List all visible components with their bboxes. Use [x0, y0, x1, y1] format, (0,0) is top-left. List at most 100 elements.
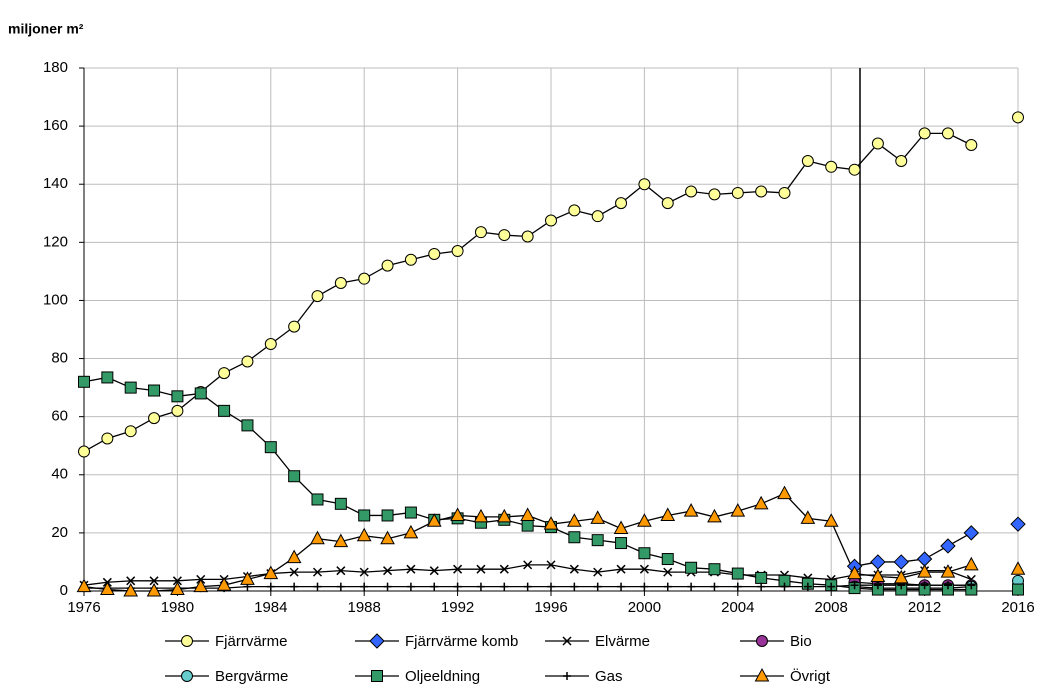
point	[755, 571, 768, 584]
point	[638, 547, 651, 560]
point	[371, 670, 383, 682]
y-tick-label: 0	[60, 582, 68, 599]
point	[593, 567, 603, 577]
x-tick-label: 1996	[534, 599, 567, 616]
point	[241, 419, 254, 432]
x-tick-label: 2012	[908, 599, 941, 616]
x-tick-label: 1980	[161, 599, 194, 616]
point	[428, 247, 441, 260]
point	[241, 355, 254, 368]
point	[801, 154, 814, 167]
point	[78, 375, 90, 388]
point	[290, 582, 299, 591]
x-tick-label: 2008	[815, 599, 848, 616]
point	[963, 525, 980, 541]
point	[615, 197, 628, 210]
point	[358, 509, 371, 522]
point	[965, 138, 978, 151]
point	[640, 582, 649, 591]
point	[895, 154, 908, 167]
point	[496, 508, 512, 523]
point	[383, 566, 393, 576]
point	[313, 582, 322, 591]
x-tick-label: 2016	[1001, 599, 1034, 616]
point	[289, 567, 299, 577]
point	[663, 567, 673, 577]
point	[406, 564, 416, 574]
point	[101, 432, 114, 445]
point	[521, 519, 534, 532]
point	[336, 566, 346, 576]
point	[310, 530, 325, 545]
point	[406, 582, 415, 591]
y-tick-label: 120	[43, 233, 68, 250]
point	[1010, 516, 1026, 532]
point	[918, 127, 931, 140]
point	[570, 582, 579, 591]
point	[453, 564, 463, 574]
point	[827, 582, 836, 591]
y-axis-label: miljoner m²	[8, 21, 84, 37]
point	[638, 178, 651, 191]
point	[193, 578, 209, 593]
legend-label: Gas	[595, 668, 623, 685]
point	[264, 441, 277, 454]
point	[149, 576, 159, 586]
y-tick-label: 140	[43, 175, 68, 192]
point	[523, 582, 532, 591]
point	[334, 277, 347, 290]
point	[873, 581, 882, 590]
point	[708, 563, 721, 576]
point	[1010, 561, 1026, 575]
point	[683, 503, 699, 517]
point	[615, 537, 628, 550]
point	[101, 371, 114, 384]
series-line	[83, 564, 972, 586]
point	[380, 530, 395, 545]
point	[590, 510, 606, 524]
point	[264, 338, 277, 351]
point	[1012, 583, 1024, 596]
point	[660, 507, 676, 521]
point	[476, 582, 485, 591]
point	[546, 560, 556, 570]
point	[171, 404, 184, 417]
point	[753, 495, 769, 510]
point	[429, 566, 439, 576]
point	[381, 509, 394, 522]
point	[148, 412, 161, 425]
point	[870, 568, 886, 582]
point	[778, 186, 791, 199]
point	[637, 513, 652, 527]
point	[381, 259, 394, 272]
point	[78, 445, 90, 458]
point	[181, 670, 193, 682]
point	[733, 582, 742, 591]
point	[171, 390, 184, 403]
point	[170, 581, 185, 596]
y-tick-label: 60	[51, 408, 68, 425]
point	[848, 163, 861, 176]
point	[146, 582, 162, 597]
point	[403, 524, 419, 539]
point	[124, 425, 137, 438]
point	[266, 582, 275, 591]
x-tick-label: 1988	[348, 599, 381, 616]
point	[476, 564, 486, 574]
point	[334, 497, 347, 510]
point	[708, 188, 721, 201]
point	[148, 384, 161, 397]
point	[803, 582, 812, 591]
legend-label: Oljeeldning	[405, 668, 480, 685]
point	[943, 581, 952, 590]
point	[563, 672, 571, 680]
point	[286, 549, 302, 564]
point	[359, 567, 369, 577]
point	[893, 554, 909, 570]
legend-label: Övrigt	[790, 667, 831, 685]
point	[333, 533, 349, 548]
point	[940, 538, 956, 554]
y-tick-label: 80	[51, 350, 68, 367]
point	[520, 507, 535, 521]
